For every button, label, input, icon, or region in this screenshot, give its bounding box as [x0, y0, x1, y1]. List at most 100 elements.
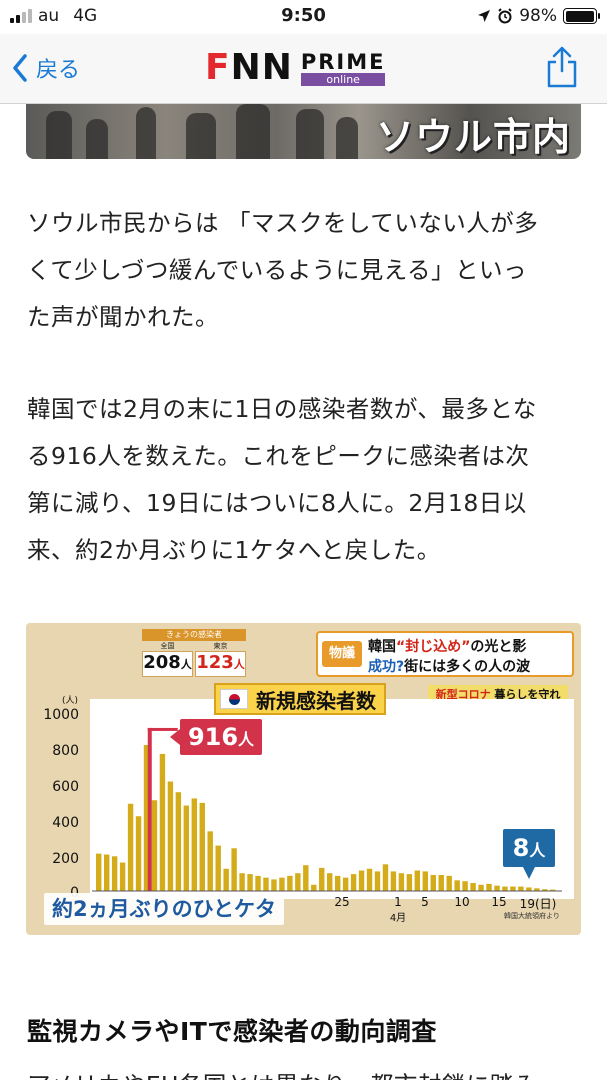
chart-title: 新規感染者数 [214, 683, 386, 715]
chart-bar [494, 885, 500, 891]
chart-bar [119, 862, 126, 891]
x-tick-label: 5 [421, 895, 429, 909]
chart-bar [542, 889, 548, 891]
chart-bar [550, 889, 556, 891]
chevron-left-icon [13, 54, 27, 82]
y-tick-label: 200 [52, 851, 79, 867]
chart-bar [462, 881, 468, 891]
chart-bar [422, 871, 429, 891]
bar-chart [92, 727, 562, 892]
chart-bar [303, 865, 309, 891]
chart-bar [486, 883, 492, 891]
nationwide-cases: 208人 [142, 651, 193, 677]
chart-bar [334, 875, 341, 891]
carrier-label: au [38, 6, 60, 26]
chart-bar [510, 886, 516, 891]
chart-bar [374, 871, 381, 891]
topic-tag: 物議 [322, 641, 362, 667]
share-icon [547, 46, 577, 88]
latest-callout: 8人 [503, 829, 555, 879]
y-tick-label: 1000 [43, 707, 79, 723]
chart-bar [167, 781, 174, 891]
y-tick-label: 400 [52, 815, 79, 831]
chart-bar [327, 873, 333, 891]
x-tick-label: 10 [454, 895, 470, 909]
chart-bar [231, 848, 237, 891]
x-tick-label: 19(日) [519, 897, 557, 911]
section-heading: 監視カメラやITで感染者の動向調査 [27, 1017, 437, 1046]
peak-callout: 916人 [170, 719, 262, 755]
chart-bar [390, 871, 397, 891]
alarm-clock-icon [498, 8, 512, 24]
navigation-bar: 戻る FNN PRIME online [0, 34, 607, 104]
tokyo-cases: 123人 [195, 651, 246, 677]
battery-percent: 98% [519, 6, 557, 26]
chart-bar [223, 868, 229, 891]
seoul-street-photo: ソウル市内 [26, 104, 581, 159]
chart-bar [247, 874, 253, 891]
chart-bar [175, 792, 182, 891]
signal-icon [10, 9, 32, 23]
x-tick-label: 15 [491, 895, 507, 909]
chart-bar [287, 875, 293, 891]
chart-bar [239, 873, 245, 891]
chart-bar [103, 854, 110, 891]
photo-caption: ソウル市内 [375, 115, 571, 159]
x-month-label: 4月 [389, 913, 407, 924]
chart-bar [382, 864, 389, 891]
chart-bar [414, 870, 421, 891]
logo-fnn: FNN [205, 47, 293, 88]
todays-cases-box: きょうの感染者 全国 208人 東京 123人 [142, 629, 246, 677]
chart-bar [191, 798, 198, 891]
fnn-prime-logo: FNN PRIME online [205, 47, 386, 88]
chart-bar [319, 867, 325, 891]
logo-online: online [300, 72, 386, 86]
chart-bar [502, 886, 508, 891]
chart-bar [438, 874, 444, 891]
chart-bar [143, 745, 150, 891]
chart-bar [183, 805, 190, 891]
chart-bar [295, 873, 301, 891]
chart-bar [534, 888, 540, 891]
chart-bar [526, 887, 532, 891]
chart-bar [366, 868, 373, 891]
chart-bar [271, 879, 277, 891]
y-tick-label: 600 [52, 779, 79, 795]
network-label: 4G [73, 6, 98, 26]
chart-bar [127, 803, 134, 891]
back-button[interactable]: 戻る [12, 52, 80, 84]
peak-marker-cap [147, 727, 178, 731]
chart-bar [358, 870, 365, 891]
y-tick-label: 800 [52, 743, 79, 759]
chart-bar [215, 845, 221, 891]
battery-icon [563, 8, 600, 24]
y-axis-label: (人) [62, 696, 79, 706]
chart-bar [96, 853, 102, 891]
chart-bar [199, 802, 205, 891]
chart-source: 韓国大統領府より [504, 912, 560, 920]
back-button-label: 戻る [36, 58, 81, 83]
chart-bar [398, 873, 405, 891]
chart-bar [207, 831, 213, 891]
chart-bar [406, 874, 413, 891]
chart-bar [446, 875, 452, 891]
chart-bar [470, 882, 476, 891]
chart-bar [263, 877, 269, 891]
logo-prime: PRIME [300, 49, 386, 74]
article-paragraph-2: 韓国では2月の末に1日の感染者数が、最多とな る916人を数えた。これをピークに… [27, 395, 537, 564]
peak-marker-line [147, 727, 152, 891]
chart-bar [350, 874, 357, 891]
chart-bar [454, 880, 460, 891]
chart-bar [342, 877, 349, 891]
chart-bar [151, 800, 158, 891]
status-left: au 4G [10, 6, 97, 26]
chart-bar [279, 877, 285, 891]
article-paragraph-3: アメリカやEU各国とは異なり、都市封鎖に踏み [27, 1062, 538, 1080]
status-bar: au 4G 9:50 98% [0, 0, 607, 34]
chart-bar [478, 884, 484, 891]
share-button[interactable] [545, 46, 579, 92]
chart-bar [255, 875, 261, 891]
location-arrow-icon [478, 10, 491, 22]
x-tick-label: 1 [394, 895, 402, 909]
chart-bar [311, 884, 317, 891]
